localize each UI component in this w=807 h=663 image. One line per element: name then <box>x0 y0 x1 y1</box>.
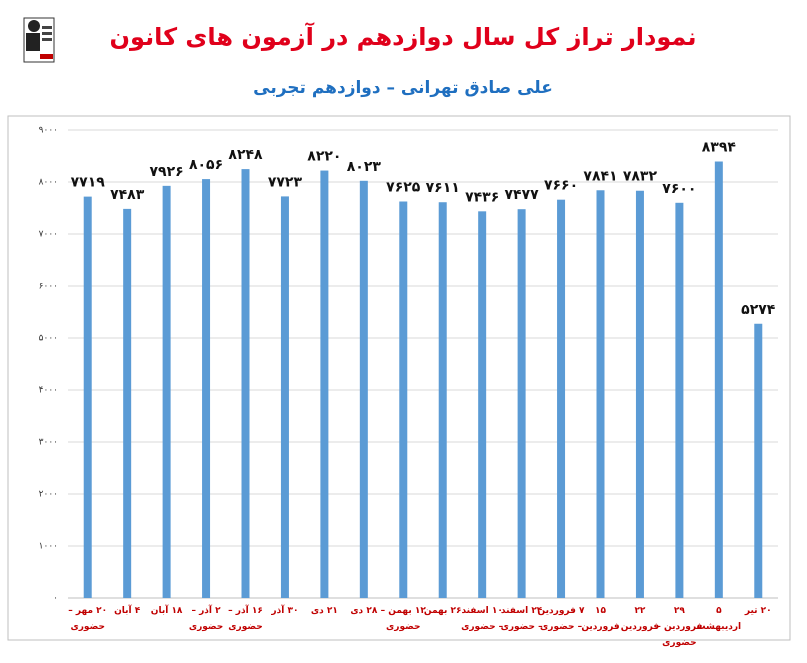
bar <box>241 169 250 598</box>
bar <box>280 196 289 599</box>
data-label: ۸۲۴۸ <box>228 147 263 163</box>
bar <box>714 161 723 598</box>
bar <box>754 323 763 598</box>
data-label: ۷۸۳۲ <box>623 169 658 185</box>
data-label: ۷۶۶۰ <box>544 178 578 194</box>
bar <box>675 202 684 599</box>
data-label: ۷۶۲۵ <box>386 180 421 196</box>
x-tick-label: ۱۰ اسفند – حضوری <box>461 606 504 632</box>
plot-frame <box>7 115 791 641</box>
bar <box>320 170 329 598</box>
y-tick-label: ۵۰۰۰ <box>39 334 58 344</box>
bar <box>478 211 487 598</box>
x-tick-label: ۱۲ بهمن – حضوری <box>380 606 426 632</box>
bar <box>83 196 92 598</box>
bar <box>557 199 566 598</box>
data-label: ۸۰۵۶ <box>189 157 223 173</box>
x-tick-label: ۷ فروردین – حضوری <box>537 606 585 632</box>
x-tick-label: ۱۶ آذر – حضوری <box>228 606 263 632</box>
data-label: ۷۴۳۶ <box>465 189 499 205</box>
x-tick-label: ۲ آذر – حضوری <box>188 606 224 632</box>
y-tick-label: ۷۰۰۰ <box>39 230 58 240</box>
logo <box>23 17 55 63</box>
chart-title: نمودار تراز کل سال دوازدهم در آزمون های … <box>110 22 697 51</box>
bar <box>635 190 644 598</box>
data-label: ۸۳۹۴ <box>702 140 737 156</box>
bar <box>202 179 211 598</box>
data-label: ۸۲۲۰ <box>307 149 341 165</box>
data-label: ۷۶۰۰ <box>662 181 696 197</box>
bar <box>162 185 171 598</box>
chart-subtitle: علی صادق تهرانی – دوازدهم تجربی <box>253 78 553 98</box>
bar <box>517 209 526 599</box>
x-tick-label: ۲۲ فروردین <box>620 606 660 632</box>
x-tick-label: ۲۸ دی <box>350 606 378 616</box>
x-tick-label: ۲۰ تیر <box>744 606 772 616</box>
y-tick-label: ۲۰۰۰ <box>39 490 58 500</box>
data-label: ۷۷۲۳ <box>268 174 303 190</box>
x-tick-label: ۵ اردیبهشت <box>696 606 742 632</box>
x-tick-label: ۱۸ آبان <box>150 606 183 616</box>
bar <box>596 190 605 598</box>
data-label: ۷۴۸۳ <box>110 187 145 203</box>
x-tick-label: ۲۱ دی <box>310 606 338 616</box>
y-tick-label: ۱۰۰۰ <box>39 542 58 552</box>
bar <box>438 202 447 598</box>
x-tick-label: ۱۵ فروردین <box>581 606 620 632</box>
y-tick-label: ۶۰۰۰ <box>39 282 58 292</box>
data-label: ۷۷۱۹ <box>71 175 106 191</box>
data-label: ۵۲۷۴ <box>741 302 776 318</box>
data-label: ۷۹۲۶ <box>150 164 184 180</box>
x-tick-label: ۲۰ مهر – حضوری <box>68 606 108 632</box>
x-tick-label: ۲۴ اسفند – حضوری <box>500 606 543 632</box>
y-tick-label: ۰ <box>53 594 58 604</box>
data-label: ۷۸۴۱ <box>583 168 617 184</box>
y-tick-label: ۹۰۰۰ <box>39 126 58 136</box>
bar <box>399 201 408 598</box>
data-label: ۷۶۱۱ <box>426 180 460 196</box>
data-label: ۷۴۷۷ <box>505 187 540 203</box>
y-tick-label: ۸۰۰۰ <box>39 178 58 188</box>
data-label: ۸۰۲۳ <box>347 159 382 175</box>
x-tick-label: ۲۹ فروردین – حضوری <box>656 606 703 648</box>
bar <box>123 208 132 598</box>
x-tick-label: ۳۰ آذر <box>271 606 299 616</box>
y-tick-label: ۴۰۰۰ <box>39 386 58 396</box>
x-tick-label: ۴ آبان <box>114 606 141 616</box>
bar <box>359 180 368 598</box>
y-tick-label: ۳۰۰۰ <box>39 438 58 448</box>
x-tick-label: ۲۶ بهمن <box>423 606 462 616</box>
